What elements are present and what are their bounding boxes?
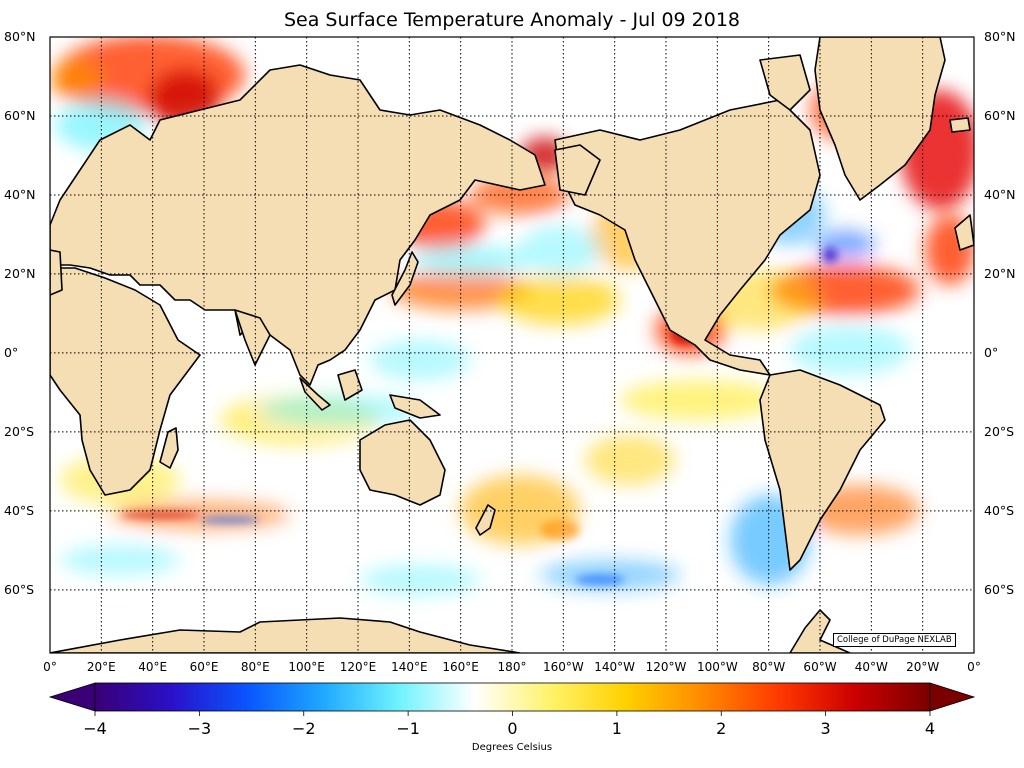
colorbar-extend-low [48, 682, 96, 712]
colorbar-label: Degrees Celsius [471, 742, 553, 753]
colorbar-tick-marks [94, 711, 931, 716]
longitude-label: 100°W [696, 660, 738, 674]
longitude-label: 0° [967, 660, 981, 674]
gridlines [49, 36, 975, 653]
colorbar-body [94, 682, 931, 712]
colorbar-tick-label: −2 [291, 719, 316, 738]
colorbar-tick-label: 3 [820, 719, 831, 738]
australia-landmass [359, 419, 446, 506]
latitude-label: 40°S [984, 502, 1015, 518]
india-landmass [234, 309, 271, 366]
latitude-label: 20°N [984, 265, 1016, 281]
africa-landmass [50, 267, 201, 496]
latitude-label: 60°N [4, 107, 36, 123]
map-title: Sea Surface Temperature Anomaly - Jul 09… [283, 9, 741, 31]
antarctic-peninsula [789, 609, 851, 653]
latitude-label: 20°S [4, 423, 35, 439]
latitude-label: 40°N [984, 186, 1016, 202]
colorbar-tick-label: 0 [507, 719, 518, 738]
longitude-label: 160°E [442, 660, 479, 674]
colorbar-extend-high [929, 682, 976, 712]
longitude-label: 180° [497, 660, 527, 674]
japan-landmass [391, 251, 419, 306]
longitude-label: 140°E [391, 660, 428, 674]
borneo-landmass [337, 369, 363, 401]
latitude-label: 80°N [4, 29, 36, 44]
latitude-label: 80°N [984, 29, 1016, 44]
longitude-label: 20°W [906, 660, 940, 674]
latitude-label: 40°S [4, 502, 35, 518]
longitude-label: 80°E [240, 660, 270, 674]
colorbar-tick-label: −1 [396, 719, 420, 738]
latitude-label: 0° [984, 344, 999, 360]
longitude-label: 120°W [645, 660, 687, 674]
latitude-label: 20°S [984, 423, 1015, 439]
sumatra-landmass [299, 377, 331, 411]
new-zealand-landmass [475, 504, 496, 536]
colorbar-tick-label: 2 [716, 719, 727, 738]
longitude-label: 60°E [189, 660, 219, 674]
colorbar-tick-label: −4 [83, 719, 107, 738]
colorbar-tick-label: 4 [924, 719, 936, 738]
latitude-label: 40°N [4, 186, 36, 202]
longitude-label: 160°W [542, 660, 584, 674]
new-guinea-landmass [389, 394, 441, 419]
anomaly-field [50, 37, 974, 595]
longitude-label: 40°W [854, 660, 888, 674]
credit-label: College of DuPage NEXLAB [833, 633, 956, 647]
eurasia-landmass [50, 64, 546, 386]
alaska-landmass [554, 144, 601, 196]
south-america-landmass [759, 369, 886, 571]
latitude-label: 60°N [984, 107, 1016, 123]
latitude-label: 60°S [984, 581, 1015, 597]
uk-landmass [954, 214, 974, 251]
north-america-landmass [554, 99, 821, 376]
longitude-label: 140°W [594, 660, 636, 674]
madagascar-landmass [159, 427, 179, 469]
sst-anomaly-map [49, 36, 975, 654]
longitude-label: 40°E [138, 660, 168, 674]
longitude-label: 60°W [803, 660, 837, 674]
latitude-label: 0° [4, 344, 19, 360]
longitude-label: 100°E [288, 660, 325, 674]
colorbar-tick-label: 1 [611, 719, 622, 738]
colorbar [48, 682, 976, 716]
colorbar-tick-label: −3 [187, 719, 212, 738]
longitude-label: 80°W [752, 660, 786, 674]
longitude-label: 20°E [86, 660, 116, 674]
iceland-landmass [949, 117, 971, 133]
longitude-label: 120°E [339, 660, 377, 674]
antarctica-landmass [50, 617, 521, 653]
latitude-label: 20°N [4, 265, 36, 281]
latitude-label: 60°S [4, 581, 35, 597]
map-frame [49, 36, 975, 654]
longitude-label: 0° [43, 660, 57, 674]
iberia-landmass [50, 249, 63, 296]
land-masses [50, 37, 974, 653]
